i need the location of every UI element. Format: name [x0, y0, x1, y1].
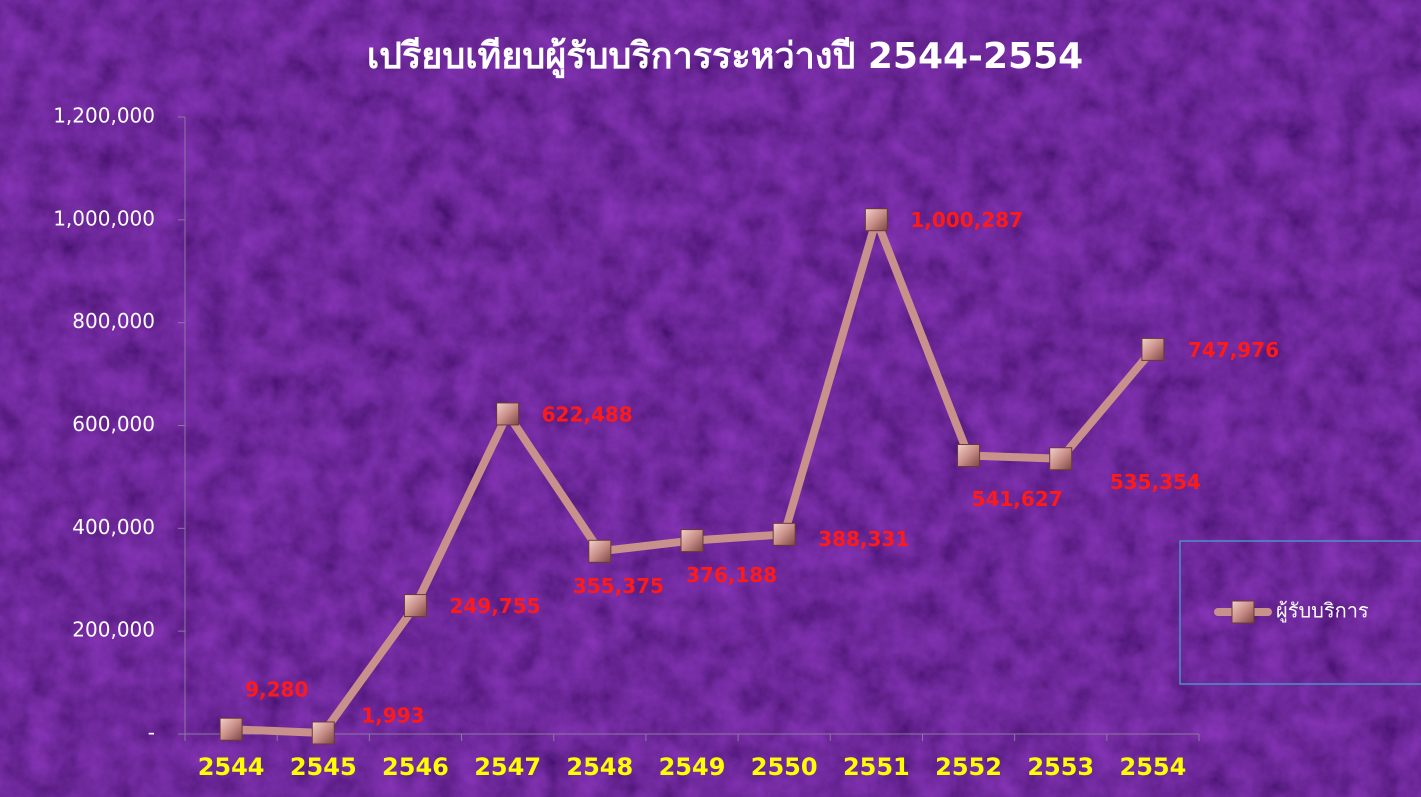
marker: [1141, 337, 1165, 361]
data-label: 1,993: [361, 703, 424, 727]
x-tick-label: 2548: [566, 753, 633, 781]
data-label: 535,354: [1110, 470, 1201, 494]
data-label: 622,488: [542, 402, 633, 426]
data-label: 376,188: [686, 563, 777, 587]
legend-marker: [1231, 600, 1255, 624]
marker: [403, 594, 427, 618]
x-tick-label: 2553: [1027, 753, 1094, 781]
marker: [496, 402, 520, 426]
marker: [957, 444, 981, 468]
x-tick-label: 2552: [935, 753, 1002, 781]
marker: [864, 208, 888, 232]
y-tick-label: 200,000: [72, 618, 155, 642]
x-tick-label: 2551: [843, 753, 910, 781]
x-tick-label: 2550: [751, 753, 818, 781]
marker: [588, 539, 612, 563]
x-tick-label: 2546: [382, 753, 449, 781]
legend-label: ผู้รับบริการ: [1276, 599, 1369, 624]
y-tick-label: -: [148, 721, 155, 745]
data-label: 249,755: [449, 594, 540, 618]
marker: [219, 717, 243, 741]
marker: [1049, 447, 1073, 471]
marker: [680, 529, 704, 553]
y-tick-label: 600,000: [72, 412, 155, 436]
marker: [772, 522, 796, 546]
data-label: 388,331: [818, 527, 909, 551]
x-tick-label: 2547: [474, 753, 541, 781]
chart-title: เปรียบเทียบผู้รับบริการระหว่างปี 2544-25…: [367, 36, 1083, 79]
y-tick-label: 400,000: [72, 515, 155, 539]
marker: [311, 721, 335, 745]
x-tick-label: 2554: [1120, 753, 1187, 781]
data-label: 747,976: [1188, 338, 1279, 362]
data-label: 9,280: [245, 678, 308, 702]
y-tick-label: 1,000,000: [53, 206, 155, 230]
legend-box: [1179, 540, 1421, 685]
data-label: 1,000,287: [910, 208, 1023, 232]
x-tick-label: 2549: [659, 753, 726, 781]
data-label: 355,375: [573, 574, 664, 598]
y-tick-label: 1,200,000: [53, 104, 155, 128]
x-tick-label: 2544: [198, 753, 265, 781]
data-label: 541,627: [972, 487, 1063, 511]
y-tick-label: 800,000: [72, 309, 155, 333]
x-tick-label: 2545: [290, 753, 357, 781]
